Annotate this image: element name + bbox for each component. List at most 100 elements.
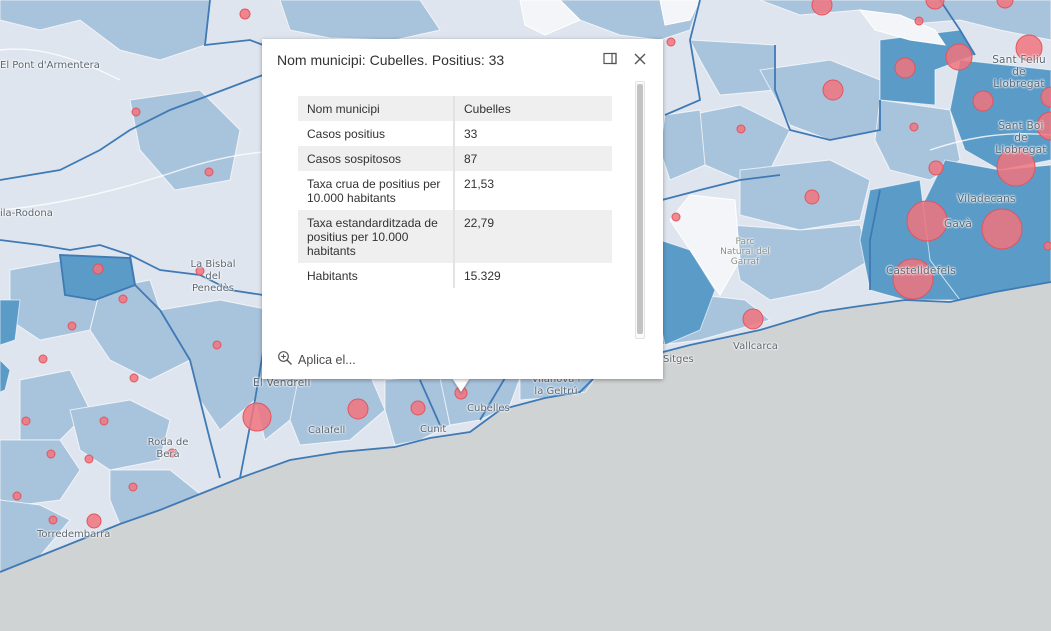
case-circle <box>12 491 22 501</box>
place-text: Castelldefels <box>886 265 956 277</box>
case-circle <box>1043 241 1051 251</box>
case-circle <box>996 147 1036 187</box>
case-circle <box>128 482 138 492</box>
case-circle <box>84 454 94 464</box>
field-value: 15.329 <box>464 269 501 283</box>
case-circle <box>742 308 764 330</box>
case-circle <box>909 122 919 132</box>
table-row: Casos positius 33 <box>298 121 612 146</box>
table-row: Nom municipi Cubelles <box>298 96 612 121</box>
place-label: Cubelles <box>467 403 510 415</box>
place-text: ila-Rodona <box>0 208 53 219</box>
case-circle <box>1040 86 1051 108</box>
field-value: 87 <box>454 146 612 171</box>
place-label: Vallcarca <box>733 341 778 353</box>
coastline <box>0 281 1051 573</box>
attribute-table: Nom municipi Cubelles Casos positius 33 … <box>298 96 612 288</box>
place-text: Sant Boi de Llobregat <box>995 120 1047 156</box>
dock-icon[interactable] <box>602 51 618 67</box>
zoom-to-action[interactable]: Aplica el... <box>277 350 356 369</box>
place-text: Sant Feliu de Llobregat <box>992 54 1046 90</box>
popup-scrollbar[interactable] <box>635 81 645 339</box>
case-circle <box>410 400 426 416</box>
case-circle <box>242 402 272 432</box>
place-text: Viladecans <box>957 193 1016 205</box>
case-circle <box>204 167 214 177</box>
case-circle <box>928 160 944 176</box>
case-circle <box>212 340 222 350</box>
case-circle <box>892 258 934 300</box>
case-circle <box>118 294 128 304</box>
close-icon[interactable] <box>632 51 648 67</box>
place-label: Calafell <box>308 425 345 437</box>
case-circle <box>1036 111 1051 141</box>
field-label: Nom municipi <box>298 96 455 121</box>
place-label: Cunit <box>420 424 446 436</box>
place-text: Sitges <box>663 354 694 365</box>
case-circle <box>736 124 746 134</box>
case-circle <box>996 0 1014 9</box>
place-text: Roda de Berà <box>147 437 189 460</box>
place-label: Sant Feliu de Llobregat <box>988 54 1050 90</box>
place-text: El Vendrell <box>253 377 311 389</box>
popup-pointer <box>452 378 470 392</box>
municipalities-light <box>519 0 947 296</box>
field-value: Cubelles <box>454 96 612 121</box>
table-row: Taxa estandarditzada de positius per 10.… <box>298 210 612 263</box>
place-label: Gavà <box>944 218 972 230</box>
place-label: Sitges <box>663 354 694 366</box>
case-circle <box>822 79 844 101</box>
field-value: 33 <box>464 127 478 141</box>
field-label: Habitants <box>298 263 455 288</box>
case-circle <box>92 263 104 275</box>
case-circle <box>811 0 833 16</box>
table-row: Habitants 15.329 <box>298 263 612 288</box>
case-circle <box>894 57 916 79</box>
case-circle <box>914 16 924 26</box>
feature-popup: Nom municipi: Cubelles. Positius: 33 Nom… <box>262 39 663 379</box>
place-label: El Vendrell <box>253 377 311 389</box>
case-circle <box>167 448 177 458</box>
case-circle <box>239 8 251 20</box>
field-label: Casos positius <box>298 121 455 146</box>
place-text: El Pont d'Armentera <box>0 60 100 71</box>
zoom-in-icon <box>277 350 293 369</box>
place-label: Roda de Berà <box>146 437 190 461</box>
field-value: 21,53 <box>464 177 495 191</box>
park-label: Parc Natural del Garraf <box>718 237 772 267</box>
case-circle <box>1015 34 1043 62</box>
place-text: Parc Natural del Garraf <box>720 237 770 267</box>
place-label: ila-Rodona <box>0 208 53 220</box>
scrollbar-thumb[interactable] <box>637 84 643 334</box>
case-circle <box>67 321 77 331</box>
zoom-action-label: Aplica el... <box>298 352 356 367</box>
case-circle <box>131 107 141 117</box>
case-circle <box>99 416 109 426</box>
case-circle <box>666 37 676 47</box>
case-circle <box>925 0 945 10</box>
place-label: Castelldefels <box>886 265 956 277</box>
place-text: Calafell <box>308 425 346 436</box>
popup-title: Nom municipi: Cubelles. Positius: 33 <box>277 52 505 68</box>
place-text: Torredembarra <box>37 529 111 540</box>
field-value: 22,79 <box>454 210 612 263</box>
place-label: Sant Boi de Llobregat <box>993 120 1049 156</box>
place-text: Cubelles <box>467 403 510 414</box>
table-row: Casos sospitosos 87 <box>298 146 612 171</box>
table-row: Taxa crua de positius per 10.000 habitan… <box>298 171 612 210</box>
case-circles[interactable] <box>12 0 1051 529</box>
case-circle <box>129 373 139 383</box>
case-circle <box>21 416 31 426</box>
place-label: La Bisbal del Penedès <box>188 259 238 295</box>
field-label: Casos sospitosos <box>298 146 455 171</box>
field-label: Taxa crua de positius per 10.000 habitan… <box>298 171 455 210</box>
place-text: Gavà <box>944 218 973 230</box>
case-circle <box>195 266 205 276</box>
case-circle <box>945 43 973 71</box>
case-circle <box>671 212 681 222</box>
place-text: Vilanova i la Geltrú <box>531 374 581 397</box>
place-label: El Pont d'Armentera <box>0 60 100 72</box>
place-text: Cunit <box>420 424 447 435</box>
case-circle <box>804 189 820 205</box>
place-label: Vilanova i la Geltrú <box>528 374 584 398</box>
